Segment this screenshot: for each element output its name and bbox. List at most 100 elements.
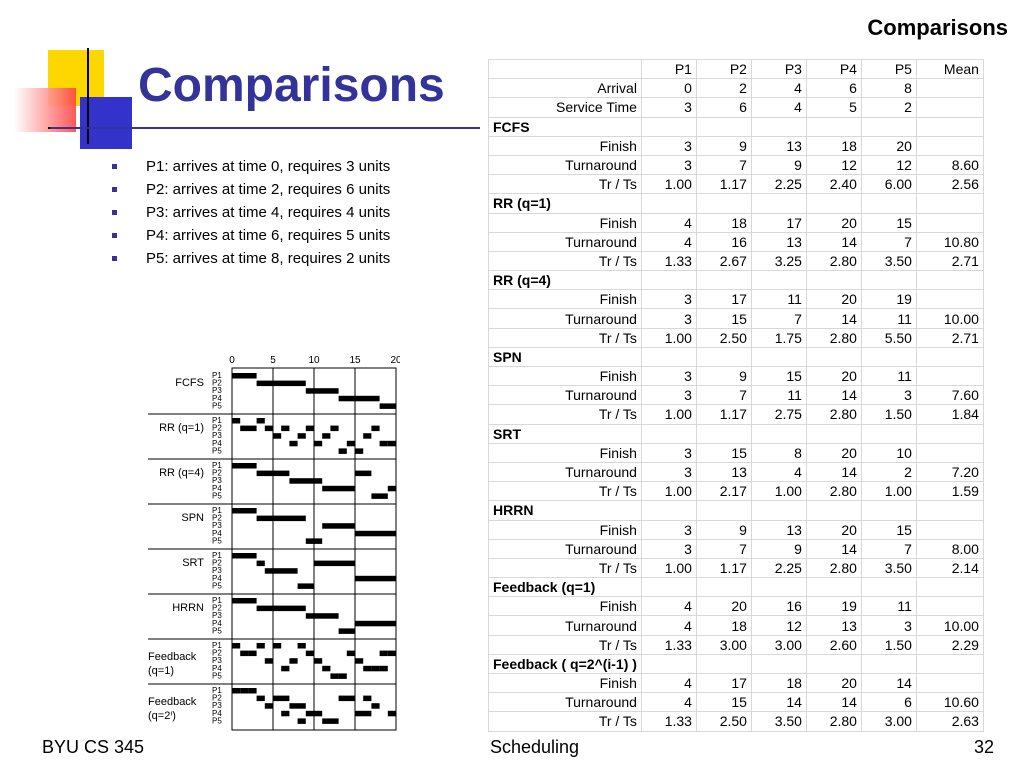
gantt-bar [264,568,298,574]
gantt-bar [273,695,290,702]
empty-cell [695,116,752,137]
gantt-bar [232,598,257,604]
empty-cell [915,500,984,521]
row-label: Tr / Ts [488,327,642,348]
table-cell: 2.71 [915,250,984,272]
table-cell: 1.00 [640,327,697,348]
empty-cell [750,346,807,368]
gantt-tick-label: 15 [349,355,361,366]
gantt-bar [248,688,257,694]
gantt-bar [322,485,355,492]
gantt-bar [240,425,257,432]
gantt-bar [264,658,273,664]
table-cell: 4 [640,231,697,252]
row-label: Tr / Ts [488,250,642,272]
table-cell: 11 [750,385,807,406]
table-cell: 4 [750,78,807,99]
table-header-row: P1 P2 P3 P4 P5 Mean [488,58,984,80]
empty-cell [750,270,807,291]
row-label: Turnaround [488,154,642,176]
row-label: Tr / Ts [488,481,642,502]
table-cell: 1.33 [640,711,697,732]
bullet-square-icon [112,187,117,192]
empty-cell [915,116,984,137]
gantt-bar [289,658,298,664]
table-cell: 1.17 [695,557,752,579]
table-row: Arrival 0 2 4 6 8 [488,78,984,99]
gantt-process-label: P3 [212,611,222,620]
empty-cell [640,116,697,137]
table-cell: 6 [695,97,752,118]
table-cell: 4 [640,672,697,694]
empty-cell [695,577,752,598]
deco-red-square [14,88,76,132]
gantt-bar [256,605,306,612]
section-label: FCFS [488,116,642,137]
gantt-bar [256,643,265,649]
table-cell: 1.50 [860,404,917,425]
header-cell: P2 [695,58,752,80]
gantt-process-label: P3 [212,656,222,665]
table-cell: 14 [805,538,862,559]
table-cell: 1.00 [640,557,697,579]
table-cell: 3 [640,538,697,559]
table-cell: 13 [750,135,807,156]
gantt-bar [256,418,265,424]
table-cell: 10.60 [915,692,984,713]
table-cell: 7 [695,385,752,406]
gantt-bar [305,538,323,544]
table-cell [915,365,984,387]
table-cell: 2.80 [805,557,862,579]
gantt-bar [232,418,241,424]
table-cell [915,596,984,617]
empty-cell [640,500,697,521]
table-row: Finish 3 9 13 18 20 [488,135,984,156]
table-cell: 3.50 [860,557,917,579]
gantt-bar [338,628,355,634]
gantt-bar [387,710,396,717]
section-label: Feedback (q=1) [488,577,642,598]
gantt-bar [232,553,257,559]
table-cell: 1.50 [860,634,917,655]
table-section-row: HRRN [488,500,984,521]
gantt-process-label: P4 [212,394,222,403]
table-row: Tr / Ts 1.00 1.17 2.25 2.40 6.00 2.56 [488,174,984,195]
table-cell: 9 [695,519,752,540]
gantt-process-label: P5 [212,401,222,410]
empty-cell [750,116,807,137]
gantt-bar [363,433,372,439]
table-row: Finish 4 17 18 20 14 [488,672,984,694]
gantt-process-label: P1 [212,686,222,695]
empty-cell [805,193,862,214]
gantt-bar [256,470,290,477]
row-label: Turnaround [488,385,642,406]
gantt-bar [371,493,388,499]
table-cell: 2.14 [915,557,984,579]
table-cell: 3 [640,365,697,387]
table-cell: 13 [750,231,807,252]
header-cell: P4 [805,58,862,80]
gantt-bar [355,530,396,537]
title-underline [50,127,480,129]
gantt-bar [322,665,331,672]
table-cell: 1.00 [640,481,697,502]
gantt-bar [297,643,306,649]
table-cell: 3.25 [750,250,807,272]
empty-cell [750,423,807,444]
gantt-tick-label: 10 [308,355,320,366]
table-cell: 4 [640,596,697,617]
row-label: Turnaround [488,231,642,252]
empty-cell [695,423,752,444]
gantt-bar [232,508,257,514]
bullet-square-icon [112,256,117,261]
table-cell: 15 [750,365,807,387]
empty-cell [915,346,984,368]
gantt-bar [232,463,257,469]
table-cell: 3.00 [750,634,807,655]
table-cell: 2.63 [915,711,984,732]
gantt-process-label: P5 [212,536,222,545]
gantt-bar [387,650,396,657]
table-cell: 9 [695,365,752,387]
table-row: Finish 3 9 13 20 15 [488,519,984,540]
